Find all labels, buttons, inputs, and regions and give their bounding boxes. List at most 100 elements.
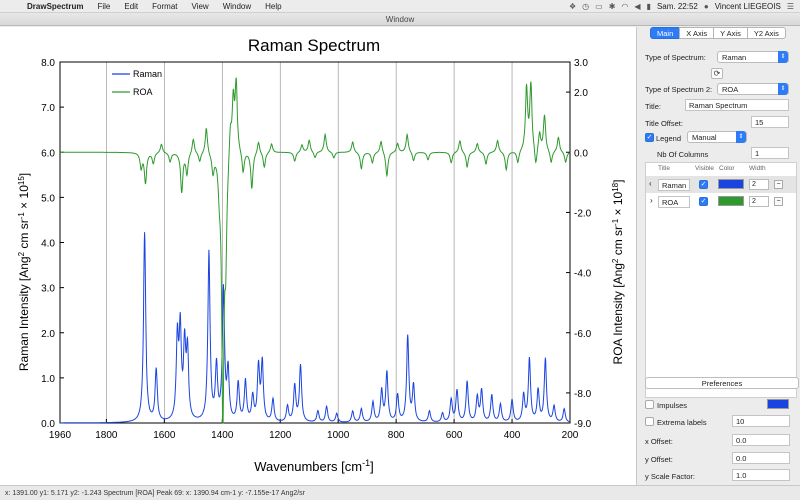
window-title: Window <box>385 15 415 24</box>
y2-tick-label: -2.0 <box>574 208 592 219</box>
row-visible-checkbox[interactable]: ✓ <box>699 180 708 189</box>
x-tick-label: 1960 <box>49 430 72 441</box>
legend-mode-select[interactable]: Manual ⇕ <box>687 131 747 143</box>
bluetooth-icon[interactable]: ✱ <box>608 2 616 11</box>
x-offset-input[interactable]: 0.0 <box>732 434 790 446</box>
plot-frame <box>59 61 571 424</box>
impulses-label: Impulses <box>657 401 688 410</box>
extrema-labels-label: Extrema labels <box>657 418 707 427</box>
y2-tick-label: -8.0 <box>574 389 592 400</box>
y-tick-label: 0.0 <box>41 419 55 430</box>
airplay-icon[interactable]: ▭ <box>595 2 603 11</box>
y-offset-label: y Offset: <box>645 455 673 464</box>
status-text: x: 1391.00 y1: 5.171 y2: -1.243 Spectrum… <box>5 490 306 497</box>
row-visible-checkbox[interactable]: ✓ <box>699 197 708 206</box>
menu-help[interactable]: Help <box>265 1 282 11</box>
title-offset-input[interactable]: 15 <box>751 116 789 128</box>
tab-x-axis[interactable]: X Axis <box>679 27 715 39</box>
type-of-spectrum2-select[interactable]: ROA ⇕ <box>717 83 789 95</box>
wifi-icon[interactable]: ◠ <box>621 2 629 11</box>
table-header-visible: Visible <box>695 165 715 172</box>
chevron-left-icon[interactable]: ‹ <box>649 179 652 188</box>
refresh-button[interactable]: ⟳ <box>711 68 723 79</box>
y2-tick-label: -6.0 <box>574 329 592 340</box>
x-offset-label: x Offset: <box>645 437 673 446</box>
x-tick-label: 1600 <box>153 430 176 441</box>
chevron-updown-icon: ⇕ <box>736 131 746 143</box>
grid-lines <box>106 62 513 423</box>
tab-main[interactable]: Main <box>650 27 681 39</box>
y2-tick-label: 3.0 <box>574 58 588 69</box>
y-tick-label: 6.0 <box>41 148 55 159</box>
menu-format[interactable]: Format <box>152 1 178 11</box>
window-title-bar: Window <box>0 13 800 26</box>
plot-area[interactable]: 1960 1800 1600 1400 1200 1000 800 600 400 200 0.0… <box>0 27 636 485</box>
settings-panel: Main X Axis Y Axis Y2 Axis Type of Spect… <box>636 27 800 485</box>
title-input[interactable]: Raman Spectrum <box>685 99 789 111</box>
y2-tick-label: -9.0 <box>574 419 592 430</box>
impulses-color-button[interactable] <box>767 399 789 409</box>
table-header-width: Width <box>749 165 766 172</box>
type-of-spectrum-value: Raman <box>722 53 747 62</box>
spectrum-chart[interactable]: 1960 1800 1600 1400 1200 1000 800 600 400 200 0.0… <box>0 27 636 485</box>
dropbox-icon[interactable]: ❖ <box>568 2 577 11</box>
table-header-title: Title <box>658 165 671 172</box>
x-axis-label: Wavenumbers [cm-1] <box>254 458 374 474</box>
nb-columns-input[interactable]: 1 <box>751 147 789 159</box>
legend-checkbox[interactable]: ✓ <box>645 133 654 142</box>
legend-label-roa: ROA <box>133 87 153 97</box>
series-line-roa <box>60 77 571 424</box>
clock[interactable]: Sam. 22:52 <box>656 2 698 11</box>
y2-tick-label: -4.0 <box>574 269 592 280</box>
table-row[interactable]: ‹ Raman ✓ 2 − <box>646 176 796 193</box>
y-tick-label: 4.0 <box>41 239 55 250</box>
menu-edit[interactable]: Edit <box>124 1 139 11</box>
y-axis-ticks: 0.0 1.0 2.0 3.0 4.0 5.0 6.0 7.0 8.0 <box>41 58 64 430</box>
menu-view[interactable]: View <box>191 1 209 11</box>
y-offset-input[interactable]: 0.0 <box>732 452 790 464</box>
battery-icon[interactable]: ▮ <box>646 2 651 11</box>
y-tick-label: 1.0 <box>41 374 55 385</box>
row-title-field[interactable]: ROA <box>658 196 690 208</box>
menu-file[interactable]: File <box>97 1 111 11</box>
legend-series-table[interactable]: Title Visible Color Width ‹ Raman ✓ 2 − … <box>645 162 797 398</box>
row-width-field[interactable]: 2 <box>749 196 769 207</box>
row-title-field[interactable]: Raman <box>658 179 690 191</box>
status-bar: x: 1391.00 y1: 5.171 y2: -1.243 Spectrum… <box>0 485 800 500</box>
panel-tabs: Main X Axis Y Axis Y2 Axis <box>650 27 786 39</box>
legend-mode-value: Manual <box>692 133 717 142</box>
notification-center-icon[interactable]: ☰ <box>786 2 794 11</box>
x-tick-label: 800 <box>388 430 405 441</box>
tab-y2-axis[interactable]: Y2 Axis <box>746 27 786 39</box>
title-offset-label: Title Offset: <box>645 119 683 128</box>
y2-tick-label: 2.0 <box>574 88 588 99</box>
legend-label-raman: Raman <box>133 69 162 79</box>
type-of-spectrum-label: Type of Spectrum: <box>645 53 706 62</box>
y-tick-label: 7.0 <box>41 103 55 114</box>
type-of-spectrum2-label: Type of Spectrum 2: <box>645 85 713 94</box>
x-tick-label: 1000 <box>327 430 350 441</box>
impulses-checkbox[interactable] <box>645 400 654 409</box>
preferences-button[interactable]: Preferences <box>645 377 799 389</box>
volume-icon[interactable]: ◀ <box>634 2 641 11</box>
row-color-swatch[interactable] <box>718 179 744 189</box>
extrema-labels-checkbox[interactable] <box>645 417 654 426</box>
menu-app-name[interactable]: DrawSpectrum <box>27 1 84 11</box>
user-name[interactable]: Vincent LIEGEOIS <box>714 2 781 11</box>
table-row[interactable]: › ROA ✓ 2 − <box>646 193 796 210</box>
y2-tick-label: 0.0 <box>574 148 588 159</box>
row-remove-button[interactable]: − <box>774 197 783 206</box>
time-machine-icon[interactable]: ◷ <box>582 2 590 11</box>
chevron-right-icon[interactable]: › <box>650 196 653 205</box>
x-tick-label: 200 <box>562 430 579 441</box>
row-width-field[interactable]: 2 <box>749 179 769 190</box>
extrema-labels-input[interactable]: 10 <box>732 415 790 427</box>
row-remove-button[interactable]: − <box>774 180 783 189</box>
type-of-spectrum-select[interactable]: Raman ⇕ <box>717 51 789 63</box>
tab-y-axis[interactable]: Y Axis <box>713 27 748 39</box>
x-tick-label: 1400 <box>211 430 234 441</box>
menu-window[interactable]: Window <box>222 1 252 11</box>
y-scale-factor-input[interactable]: 1.0 <box>732 469 790 481</box>
user-icon[interactable]: ● <box>703 2 709 11</box>
row-color-swatch[interactable] <box>718 196 744 206</box>
